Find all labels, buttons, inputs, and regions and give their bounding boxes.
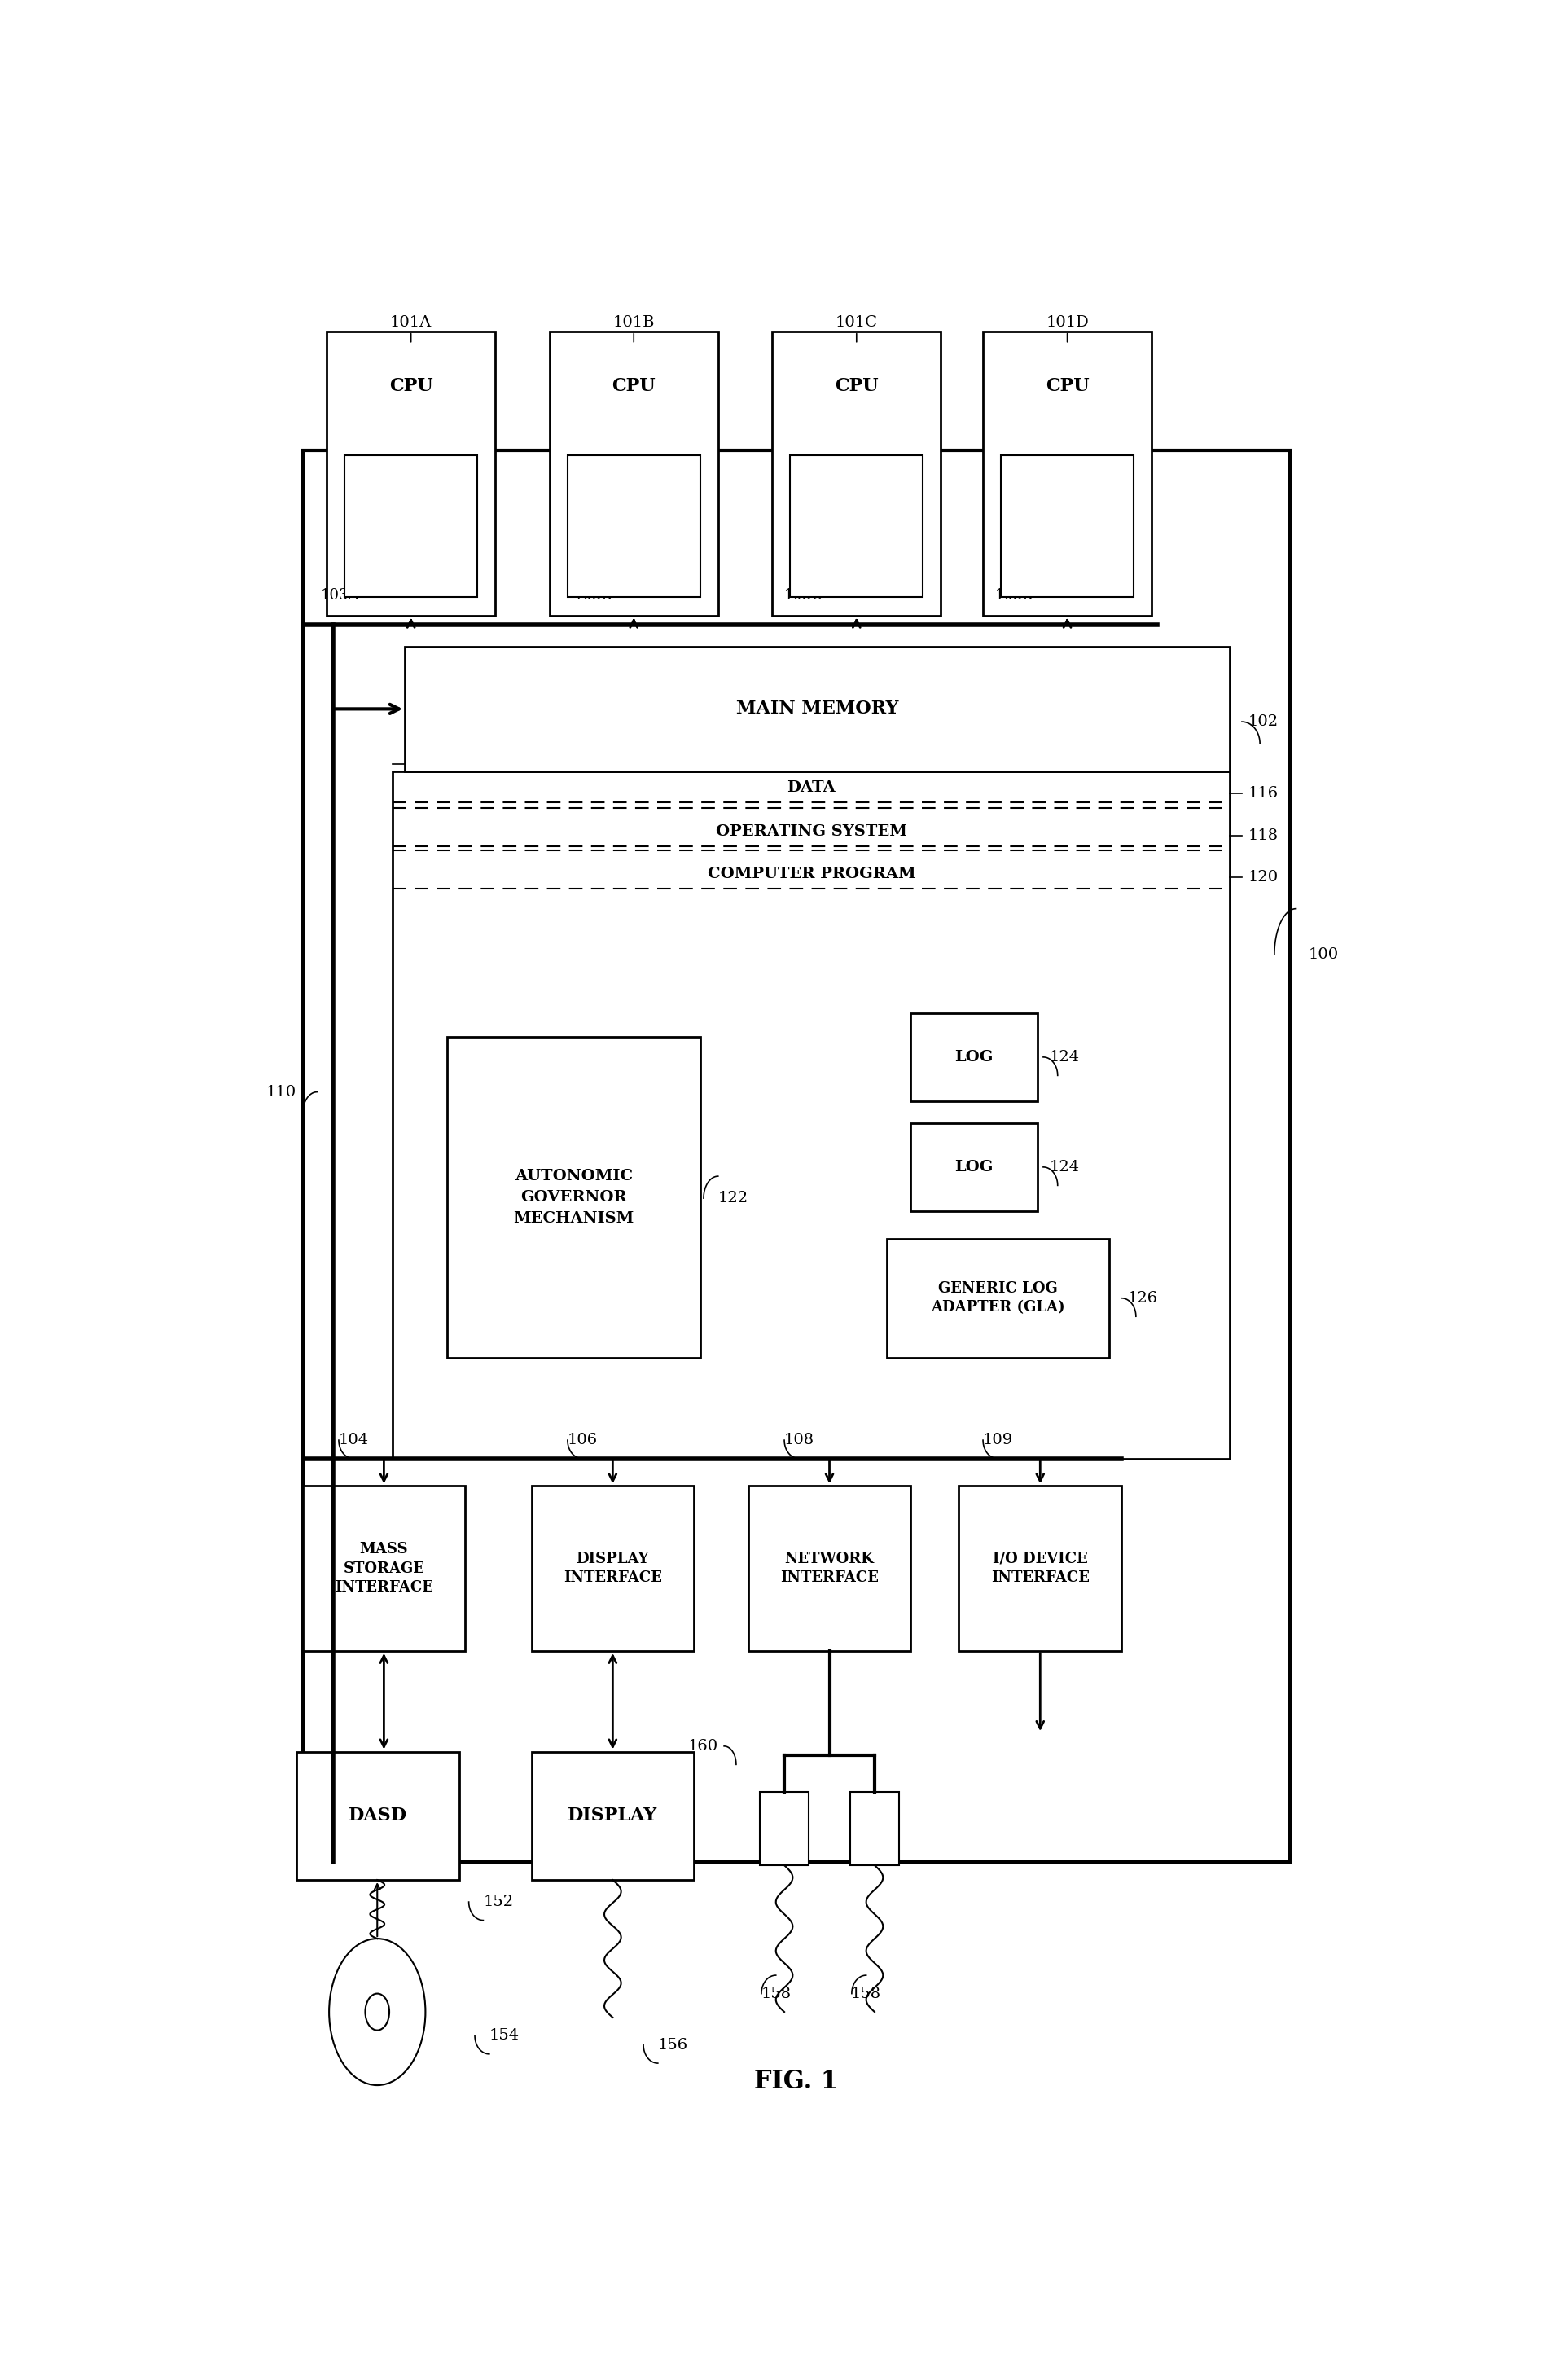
Text: 103C: 103C <box>784 588 823 602</box>
Text: 104: 104 <box>339 1433 368 1447</box>
Text: 120: 120 <box>1247 871 1278 885</box>
Text: 158: 158 <box>761 1987 790 2002</box>
FancyBboxPatch shape <box>983 331 1151 616</box>
Text: 152: 152 <box>483 1894 512 1909</box>
Text: OPERATING SYSTEM: OPERATING SYSTEM <box>716 823 907 840</box>
Text: DISPLAY: DISPLAY <box>567 1806 657 1825</box>
Text: CPU: CPU <box>388 378 433 395</box>
FancyBboxPatch shape <box>958 1485 1121 1652</box>
Text: 108: 108 <box>784 1433 814 1447</box>
Text: COMPUTER PROGRAM: COMPUTER PROGRAM <box>707 866 915 881</box>
Text: 110: 110 <box>266 1085 297 1100</box>
Text: 103D: 103D <box>994 588 1034 602</box>
Text: NETWORK
INTERFACE: NETWORK INTERFACE <box>780 1552 877 1585</box>
Text: 100: 100 <box>1308 947 1337 962</box>
Text: 156: 156 <box>657 2037 688 2052</box>
Text: I/O DEVICE
INTERFACE: I/O DEVICE INTERFACE <box>991 1552 1089 1585</box>
FancyBboxPatch shape <box>887 1238 1109 1357</box>
Text: DISPLAY
INTERFACE: DISPLAY INTERFACE <box>564 1552 662 1585</box>
FancyBboxPatch shape <box>326 331 495 616</box>
FancyBboxPatch shape <box>550 331 717 616</box>
Text: 102: 102 <box>1247 714 1278 728</box>
Text: 106: 106 <box>567 1433 598 1447</box>
FancyBboxPatch shape <box>393 771 1230 1459</box>
Text: 160: 160 <box>688 1740 717 1754</box>
FancyBboxPatch shape <box>567 455 699 597</box>
FancyBboxPatch shape <box>849 1792 898 1866</box>
Text: FIG. 1: FIG. 1 <box>755 2068 837 2094</box>
Text: 116: 116 <box>1247 785 1278 800</box>
Text: 154: 154 <box>489 2028 519 2042</box>
Text: AUTONOMIC
GOVERNOR
MECHANISM: AUTONOMIC GOVERNOR MECHANISM <box>512 1169 634 1226</box>
Text: 124: 124 <box>1048 1159 1079 1173</box>
FancyBboxPatch shape <box>447 1038 699 1357</box>
FancyBboxPatch shape <box>749 1485 910 1652</box>
FancyBboxPatch shape <box>531 1752 694 1880</box>
Text: CACHE: CACHE <box>823 519 888 533</box>
FancyBboxPatch shape <box>790 455 922 597</box>
Text: CPU: CPU <box>612 378 655 395</box>
FancyBboxPatch shape <box>297 1752 460 1880</box>
Text: LOG: LOG <box>954 1050 992 1064</box>
Text: CACHE: CACHE <box>1034 519 1100 533</box>
Text: CPU: CPU <box>1045 378 1089 395</box>
Text: CPU: CPU <box>834 378 877 395</box>
FancyBboxPatch shape <box>1000 455 1134 597</box>
FancyBboxPatch shape <box>910 1014 1037 1102</box>
Text: LOG: LOG <box>954 1159 992 1173</box>
Text: 158: 158 <box>851 1987 881 2002</box>
FancyBboxPatch shape <box>910 1123 1037 1211</box>
FancyBboxPatch shape <box>759 1792 808 1866</box>
Text: 101B: 101B <box>612 314 654 328</box>
Text: 124: 124 <box>1048 1050 1079 1064</box>
Text: 126: 126 <box>1127 1290 1157 1307</box>
FancyBboxPatch shape <box>405 647 1230 771</box>
Text: CACHE: CACHE <box>601 519 666 533</box>
FancyBboxPatch shape <box>303 1485 464 1652</box>
Text: DASD: DASD <box>348 1806 407 1825</box>
Text: CACHE: CACHE <box>379 519 443 533</box>
FancyBboxPatch shape <box>303 450 1289 1861</box>
FancyBboxPatch shape <box>772 331 940 616</box>
Text: 101A: 101A <box>390 314 432 328</box>
Text: MAIN MEMORY: MAIN MEMORY <box>736 700 898 719</box>
Text: MASS
STORAGE
INTERFACE: MASS STORAGE INTERFACE <box>334 1542 433 1595</box>
FancyBboxPatch shape <box>531 1485 694 1652</box>
Text: GENERIC LOG
ADAPTER (GLA): GENERIC LOG ADAPTER (GLA) <box>930 1280 1064 1316</box>
Text: 101C: 101C <box>836 314 877 328</box>
Text: 118: 118 <box>1247 828 1278 843</box>
Text: 103A: 103A <box>320 588 359 602</box>
Text: 103B: 103B <box>573 588 612 602</box>
Text: 109: 109 <box>983 1433 1013 1447</box>
FancyBboxPatch shape <box>345 455 477 597</box>
Text: 101D: 101D <box>1045 314 1089 328</box>
Text: 122: 122 <box>717 1190 749 1207</box>
Text: DATA: DATA <box>787 781 836 795</box>
